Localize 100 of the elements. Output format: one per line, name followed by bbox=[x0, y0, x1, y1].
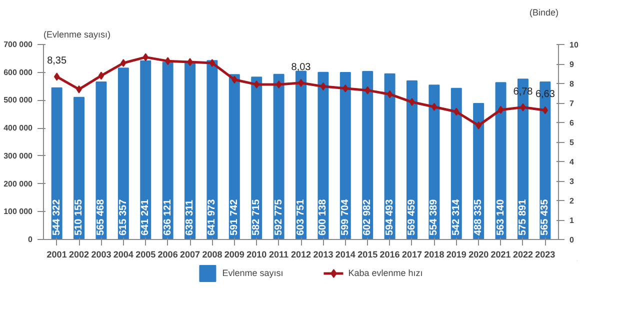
x-tick-label: 2017 bbox=[402, 250, 422, 260]
y2-tick-label: 7 bbox=[570, 99, 574, 108]
x-tick-label: 2011 bbox=[269, 250, 289, 260]
point bbox=[98, 72, 104, 80]
data-label: 569 459 bbox=[406, 198, 418, 236]
y2-tick-label: 2 bbox=[570, 196, 574, 206]
bar bbox=[118, 68, 129, 240]
y-axis-title: (Evlenme sayısı) bbox=[44, 30, 111, 40]
y-tick-label: 0 bbox=[28, 235, 34, 244]
bar bbox=[96, 81, 107, 240]
x-tick-label: 2005 bbox=[136, 250, 156, 260]
point bbox=[454, 108, 460, 116]
data-label: 600 138 bbox=[318, 198, 329, 236]
point bbox=[409, 98, 415, 106]
point bbox=[298, 78, 304, 87]
point bbox=[542, 106, 548, 114]
point bbox=[431, 102, 438, 111]
data-label: 641 973 bbox=[206, 198, 218, 236]
data-label: 615 357 bbox=[118, 198, 129, 236]
bar bbox=[450, 88, 462, 240]
point bbox=[320, 82, 326, 90]
data-label: 641 241 bbox=[140, 198, 152, 236]
point bbox=[164, 57, 171, 66]
y2-tick-label: 0 bbox=[570, 236, 574, 244]
bar bbox=[228, 74, 240, 240]
x-tick-label: 2008 bbox=[202, 250, 222, 260]
point bbox=[520, 103, 526, 112]
data-label: 602 982 bbox=[362, 198, 374, 236]
point bbox=[142, 53, 148, 62]
data-label: 8,35 bbox=[47, 56, 67, 67]
y2-axis-title: (Binde) bbox=[529, 8, 559, 18]
data-label: 603 751 bbox=[296, 198, 306, 236]
y2-tick-label: 6 bbox=[570, 118, 574, 128]
x-tick-label: 2012 bbox=[290, 250, 312, 260]
bar bbox=[318, 72, 329, 240]
data-label: 8,03 bbox=[291, 62, 312, 73]
x-tick-label: 2003 bbox=[91, 250, 112, 260]
x-tick-label: 2014 bbox=[335, 250, 356, 260]
x-tick-label: 2010 bbox=[246, 250, 267, 260]
data-label: 488 335 bbox=[473, 198, 484, 236]
point bbox=[386, 90, 393, 98]
y2-tick-label: 3 bbox=[570, 177, 574, 186]
y2-tick-label: 1 bbox=[570, 216, 574, 225]
point bbox=[54, 72, 60, 81]
x-tick-label: 2016 bbox=[380, 250, 400, 260]
bar bbox=[495, 82, 506, 240]
x-tick-label: 2022 bbox=[512, 250, 534, 260]
bar bbox=[206, 60, 218, 240]
y-tick-label: 200 000 bbox=[4, 179, 34, 188]
data-label: 542 314 bbox=[450, 198, 462, 236]
data-label: 592 775 bbox=[273, 198, 284, 236]
data-label: 591 742 bbox=[228, 198, 240, 236]
y2-tick-label: 9 bbox=[570, 60, 574, 69]
y2-tick-label: 8 bbox=[570, 80, 574, 88]
bar bbox=[251, 76, 262, 240]
bar bbox=[406, 80, 418, 240]
x-tick-label: 2023 bbox=[535, 250, 556, 260]
bar bbox=[162, 62, 174, 240]
legend-label: Kaba evlenme hızı bbox=[348, 268, 423, 278]
y-tick-label: 500 000 bbox=[4, 96, 34, 105]
data-label: 565 435 bbox=[540, 198, 551, 236]
bar bbox=[296, 70, 306, 240]
data-label: 544 322 bbox=[51, 198, 62, 236]
x-tick-label: 2020 bbox=[468, 250, 489, 260]
bar bbox=[428, 84, 440, 240]
point bbox=[232, 76, 238, 84]
point bbox=[254, 80, 260, 88]
x-tick-label: 2018 bbox=[424, 250, 444, 260]
bar bbox=[340, 72, 351, 240]
point bbox=[120, 59, 126, 68]
data-label: 510 155 bbox=[74, 198, 85, 236]
y-tick-label: 300 000 bbox=[4, 151, 34, 160]
x-tick-label: 2021 bbox=[490, 250, 511, 260]
point bbox=[498, 106, 504, 114]
x-tick-label: 2013 bbox=[313, 250, 334, 260]
x-tick-label: 2006 bbox=[158, 250, 178, 260]
x-tick-label: 2019 bbox=[446, 250, 466, 260]
data-label: 565 468 bbox=[96, 198, 107, 236]
y-tick-label: 100 000 bbox=[4, 207, 34, 216]
y-tick-label: 700 000 bbox=[4, 40, 34, 49]
data-label: 575 891 bbox=[517, 198, 528, 236]
data-label: 554 389 bbox=[428, 198, 440, 236]
y-tick-label: 600 000 bbox=[4, 68, 34, 77]
point bbox=[187, 58, 193, 66]
data-label: 582 715 bbox=[251, 198, 262, 236]
x-tick-label: 2015 bbox=[358, 250, 378, 260]
point bbox=[209, 59, 216, 68]
bar bbox=[362, 71, 374, 240]
point bbox=[342, 84, 348, 92]
x-tick-label: 2001 bbox=[46, 250, 67, 260]
x-tick-label: 2009 bbox=[224, 250, 244, 260]
y-tick-label: 400 000 bbox=[4, 124, 34, 133]
data-label: 638 311 bbox=[184, 199, 196, 236]
data-label: 599 704 bbox=[340, 198, 351, 236]
point bbox=[76, 85, 82, 94]
data-label: 563 140 bbox=[495, 198, 506, 236]
y2-tick-label: 5 bbox=[570, 138, 574, 147]
x-tick-label: 2004 bbox=[113, 250, 134, 260]
point bbox=[364, 86, 370, 94]
legend-label: Evlenme sayısı bbox=[222, 268, 284, 278]
